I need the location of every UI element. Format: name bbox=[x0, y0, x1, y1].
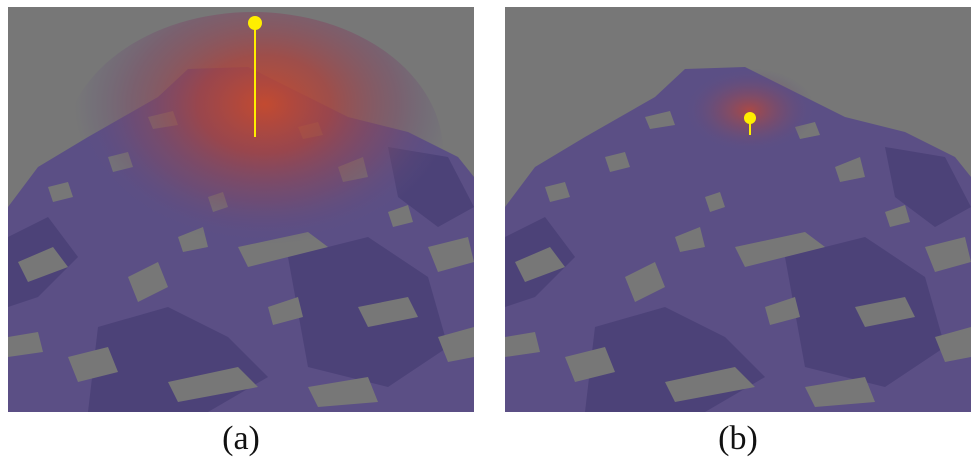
panel-a-terrain-view bbox=[8, 7, 474, 412]
pin-marker-icon bbox=[248, 16, 262, 30]
terrain-patch bbox=[885, 147, 971, 227]
terrain-render-a bbox=[8, 12, 474, 412]
panel-b-terrain-view bbox=[505, 7, 971, 412]
caption-a: (a) bbox=[222, 420, 260, 457]
caption-b: (b) bbox=[718, 420, 758, 457]
heat-overlay bbox=[635, 67, 855, 207]
heat-overlay bbox=[63, 12, 443, 292]
terrain-render-b bbox=[505, 67, 971, 412]
pin-marker-icon bbox=[744, 112, 756, 124]
